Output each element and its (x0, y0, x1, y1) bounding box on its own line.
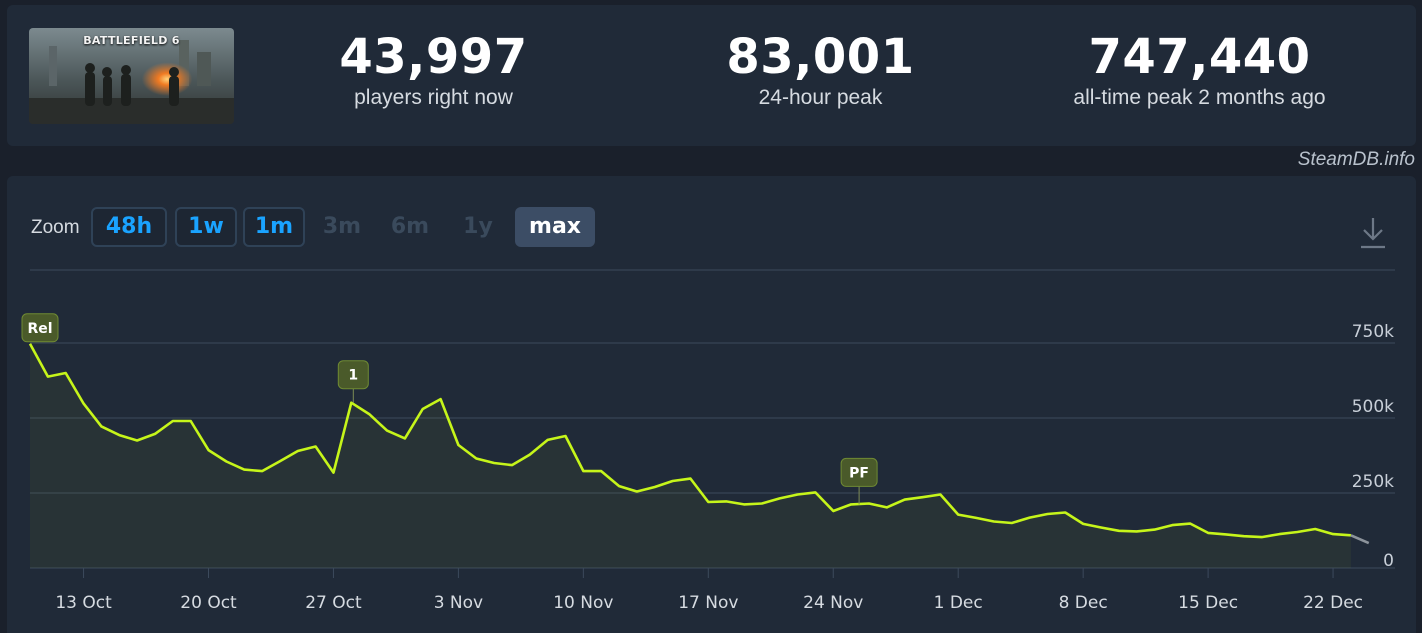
zoom-1m-button[interactable]: 1m (243, 207, 305, 247)
game-thumbnail[interactable]: BATTLEFIELD 6 (29, 28, 234, 124)
x-tick-label: 20 Oct (180, 593, 237, 613)
zoom-1y-button[interactable]: 1y (463, 214, 493, 239)
all-time-peak-stat: 747,440 all-time peak 2 months ago (1017, 27, 1382, 109)
annotation-flag: Rel (21, 313, 59, 343)
x-tick-label: 22 Dec (1303, 593, 1363, 613)
zoom-3m-button[interactable]: 3m (322, 214, 362, 239)
x-tick-label: 15 Dec (1178, 593, 1238, 613)
grid-layer (30, 269, 1395, 569)
annotation-flag: PF (840, 457, 878, 505)
y-tick-label: 250k (1352, 472, 1394, 492)
x-tick-label: 13 Oct (55, 593, 112, 613)
game-title: BATTLEFIELD 6 (83, 34, 180, 47)
current-players-value: 43,997 (339, 29, 528, 85)
site-credit[interactable]: SteamDB.info (1297, 149, 1415, 170)
y-tick-label: 0 (1383, 551, 1394, 571)
x-tick-label: 1 Dec (934, 593, 983, 613)
flag-label: PF (849, 465, 869, 481)
player-count-chart: Rel 1 PF 750k 500k 250k 0 13 Oct 20 Oct 27 Oct 3… (21, 269, 1395, 613)
series-line (28, 343, 1351, 539)
peak-24h-stat: 83,001 24-hour peak (678, 27, 963, 109)
series-area (30, 343, 1351, 568)
x-tick-label: 27 Oct (305, 593, 362, 613)
stats-panel: BATTLEFIELD 6 43,997 players right now 8… (7, 5, 1416, 146)
flag-box (21, 313, 59, 343)
zoom-label: Zoom (31, 217, 80, 238)
download-icon[interactable] (1358, 216, 1388, 250)
chart-panel: Zoom 48h 1w 1m 3m 6m 1y max Rel 1 PF 750k 5… (7, 176, 1416, 633)
x-tick-label: 17 Nov (678, 593, 738, 613)
y-tick-label: 500k (1352, 397, 1394, 417)
flag-label: Rel (27, 321, 52, 337)
line-layer (28, 343, 1370, 545)
y-axis-ticks: 750k 500k 250k 0 (1352, 322, 1394, 571)
zoom-1w-button[interactable]: 1w (175, 207, 237, 247)
x-tick-label: 3 Nov (434, 593, 483, 613)
current-players-label: players right now (354, 86, 513, 109)
flag-box (337, 360, 369, 390)
y-tick-label: 750k (1352, 322, 1394, 342)
all-time-peak-value: 747,440 (1088, 29, 1311, 85)
all-time-peak-label: all-time peak 2 months ago (1073, 86, 1326, 109)
area-layer (30, 343, 1351, 568)
x-tick-label: 10 Nov (553, 593, 613, 613)
x-tick-label: 8 Dec (1059, 593, 1108, 613)
peak-24h-value: 83,001 (726, 29, 915, 85)
peak-24h-label: 24-hour peak (758, 86, 883, 109)
game-artwork (29, 28, 234, 124)
zoom-max-button[interactable]: max (515, 207, 595, 247)
x-tick-label: 24 Nov (803, 593, 863, 613)
annotation-flag: 1 (337, 360, 369, 403)
flag-box (840, 457, 878, 487)
zoom-48h-button[interactable]: 48h (91, 207, 167, 247)
series-line-partial (1350, 534, 1370, 545)
zoom-6m-button[interactable]: 6m (390, 214, 430, 239)
flag-label: 1 (348, 368, 358, 384)
flag-layer: Rel 1 PF (21, 313, 878, 505)
current-players-stat: 43,997 players right now (291, 27, 576, 109)
x-axis-ticks: 13 Oct 20 Oct 27 Oct 3 Nov 10 Nov 17 Nov 24 No… (55, 568, 1363, 613)
